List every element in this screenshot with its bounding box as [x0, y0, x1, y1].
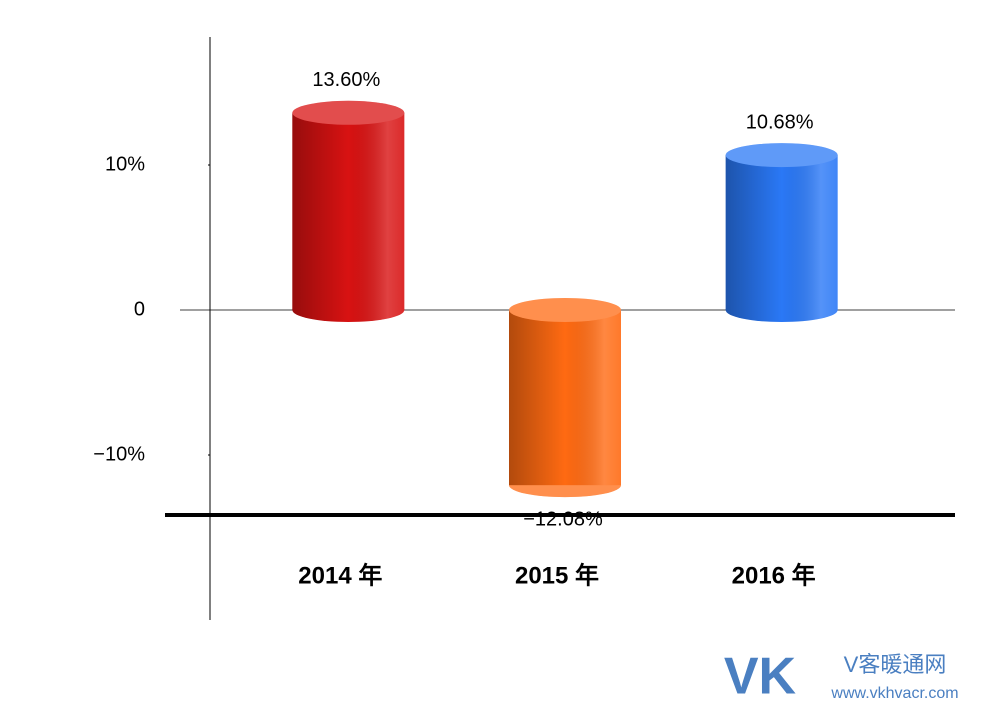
bar-top-shade [292, 100, 405, 125]
watermark-url: www.vkhvacr.com [830, 685, 958, 702]
x-tick-label: 2014 年 [298, 561, 382, 589]
y-tick-label: −10% [93, 443, 145, 465]
data-label: 10.68% [746, 111, 814, 133]
bar-top-shade [509, 298, 621, 322]
bar-top [292, 100, 405, 125]
y-tick-label: 0 [134, 298, 145, 320]
bar-top [725, 143, 838, 168]
bar-top [509, 298, 621, 322]
x-tick-label: 2015 年 [515, 561, 599, 589]
y-tick-label: 10% [105, 153, 145, 175]
watermark-name: V客暖通网 [844, 652, 947, 677]
watermark-logo: VK [724, 648, 797, 706]
bar-shade [725, 155, 838, 310]
bar-shade [509, 310, 621, 486]
bar-top-shade [725, 143, 838, 168]
data-label: 13.60% [312, 69, 380, 91]
x-tick-label: 2016 年 [732, 561, 816, 589]
bar-shade [292, 112, 405, 310]
data-label: −12.08% [523, 508, 603, 530]
